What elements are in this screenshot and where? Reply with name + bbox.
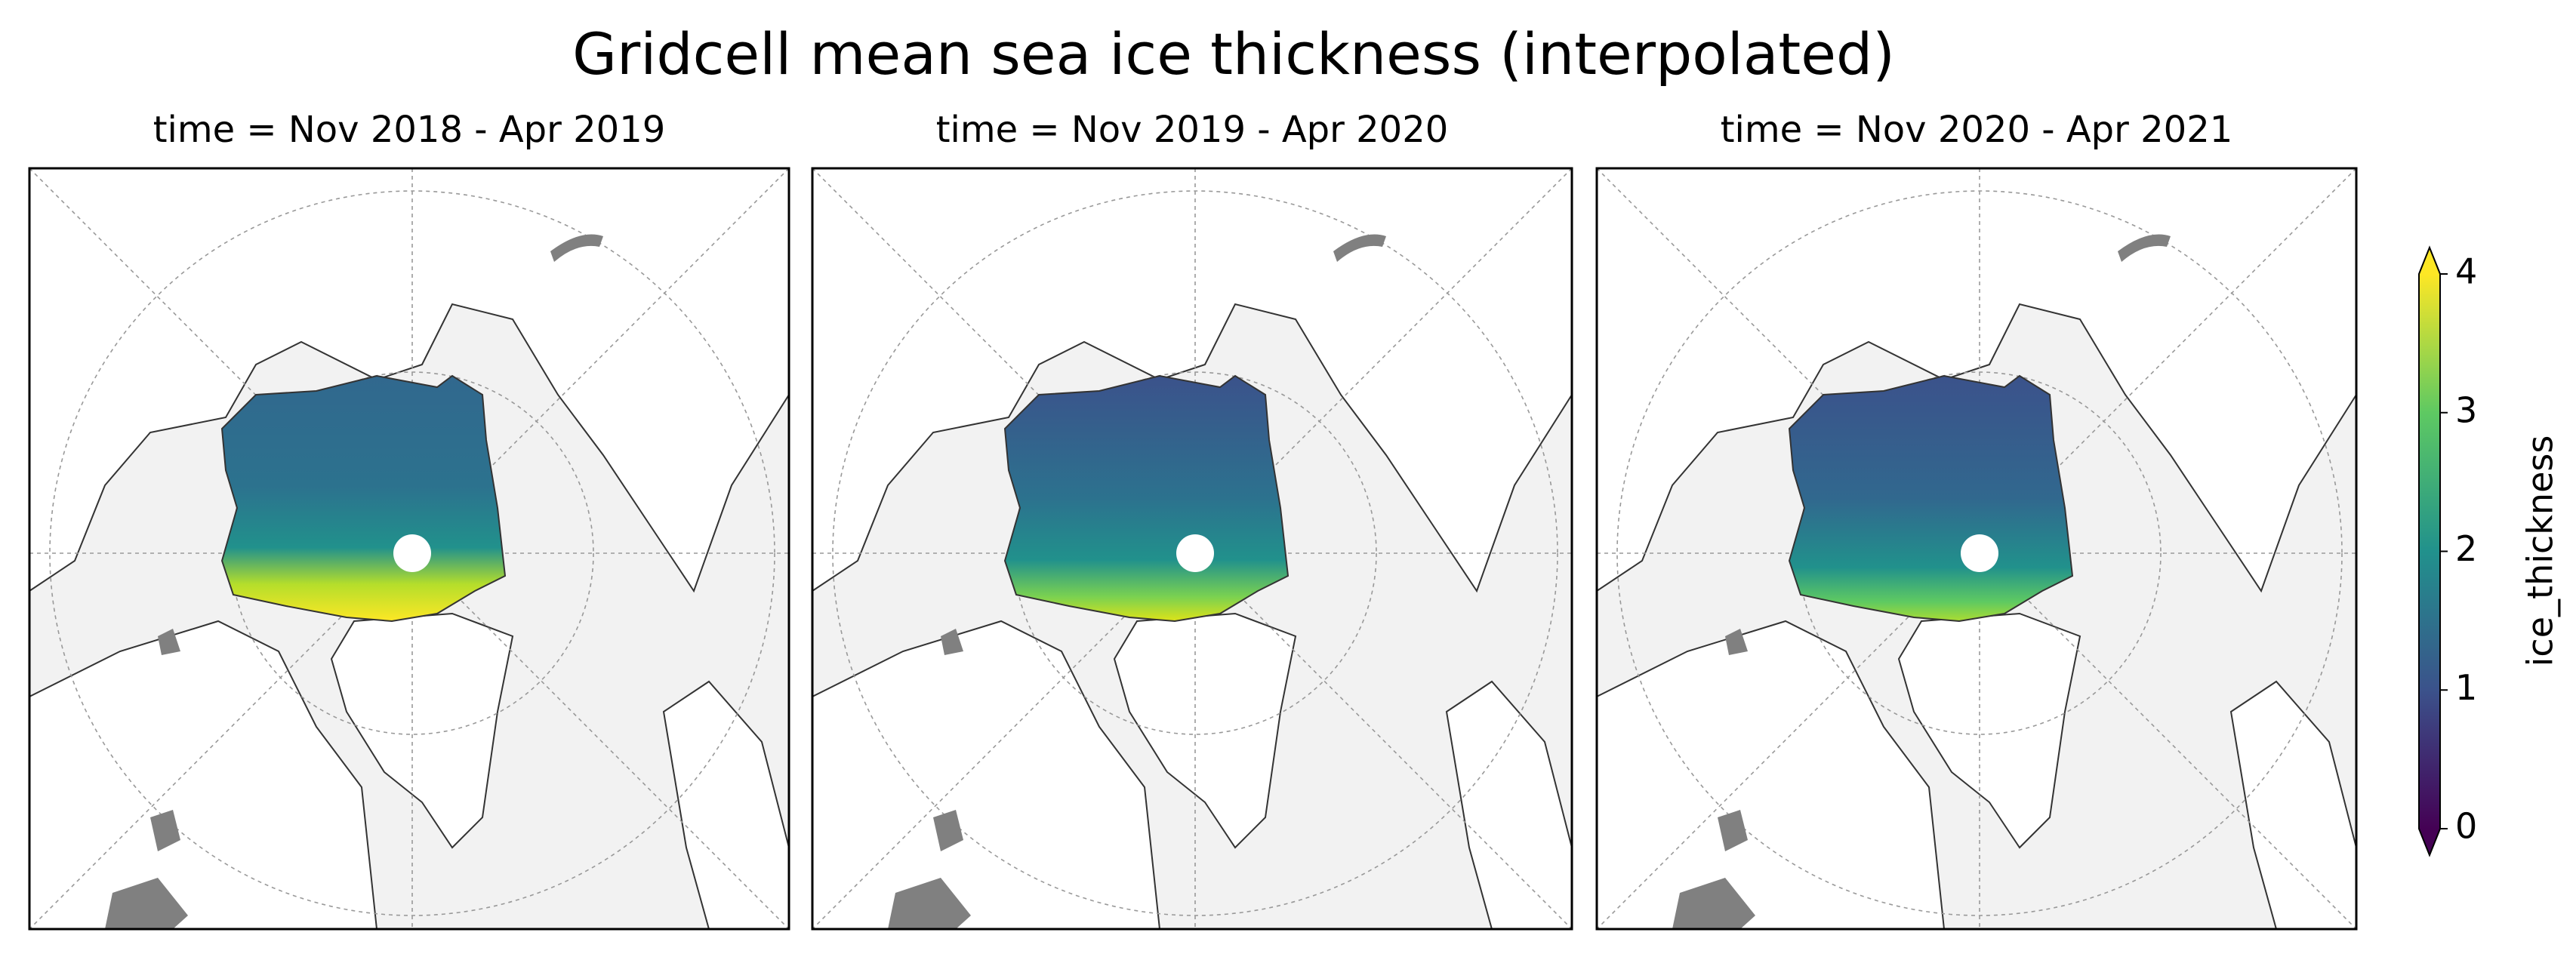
panel-title: time = Nov 2019 - Apr 2020 bbox=[936, 109, 1449, 151]
colorbar-extend-min bbox=[2419, 829, 2440, 855]
colorbar-tick-label: 4 bbox=[2455, 251, 2477, 292]
colorbar-tick-label: 2 bbox=[2455, 528, 2477, 569]
panel-title: time = Nov 2018 - Apr 2019 bbox=[153, 109, 666, 151]
colorbar: 0 1 2 3 4 bbox=[2418, 245, 2477, 857]
colorbar-extend-max bbox=[2419, 248, 2440, 274]
map-panel bbox=[0, 10, 956, 957]
colorbar-tick-label: 0 bbox=[2455, 806, 2477, 847]
map-panel bbox=[1436, 10, 2523, 957]
colorbar-gradient bbox=[2419, 274, 2440, 829]
colorbar-tick-label: 3 bbox=[2455, 389, 2477, 430]
colorbar-label: ice_thickness bbox=[2520, 435, 2561, 667]
panel-title: time = Nov 2020 - Apr 2021 bbox=[1721, 109, 2233, 151]
map-panel bbox=[652, 10, 1739, 957]
colorbar-tick-label: 1 bbox=[2455, 667, 2477, 708]
figure-title: Gridcell mean sea ice thickness (interpo… bbox=[572, 20, 1895, 88]
